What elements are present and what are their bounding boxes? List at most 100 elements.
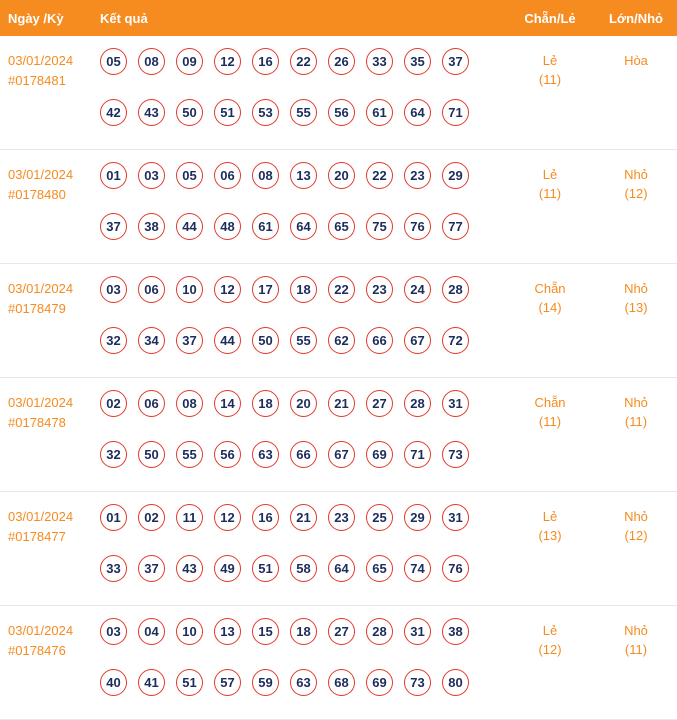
number-ball: 64 [290, 213, 317, 240]
number-ball: 15 [252, 618, 279, 645]
number-ball: 37 [138, 555, 165, 582]
draw-info: 03/01/2024 #0178478 [0, 390, 100, 468]
number-ball: 05 [176, 162, 203, 189]
number-ball: 50 [176, 99, 203, 126]
number-ball: 25 [366, 504, 393, 531]
draw-date: 03/01/2024 [8, 623, 74, 638]
ball-line-1: 05 08 09 12 16 22 26 33 35 37 [100, 48, 505, 75]
number-ball: 01 [100, 162, 127, 189]
number-ball: 53 [252, 99, 279, 126]
number-ball: 37 [442, 48, 469, 75]
number-ball: 12 [214, 504, 241, 531]
number-ball: 51 [252, 555, 279, 582]
size-stat: Hòa [595, 48, 677, 126]
number-ball: 41 [138, 669, 165, 696]
number-ball: 32 [100, 441, 127, 468]
draw-numbers: 01 02 11 12 16 21 23 25 29 31 33 37 43 49 51 58 64 65 74 7… [100, 504, 505, 582]
number-ball: 44 [214, 327, 241, 354]
number-ball: 73 [404, 669, 431, 696]
number-ball: 23 [366, 276, 393, 303]
number-ball: 43 [138, 99, 165, 126]
ball-line-2: 40 41 51 57 59 63 68 69 73 80 [100, 669, 505, 696]
parity-stat: Lẻ (12) [505, 618, 595, 696]
parity-count: (12) [538, 642, 562, 657]
number-ball: 37 [100, 213, 127, 240]
size-label: Nhỏ [624, 167, 648, 182]
draw-id: #0178480 [8, 187, 66, 202]
draw-info: 03/01/2024 #0178481 [0, 48, 100, 126]
number-ball: 27 [366, 390, 393, 417]
number-ball: 50 [252, 327, 279, 354]
number-ball: 22 [366, 162, 393, 189]
draw-id: #0178478 [8, 415, 66, 430]
number-ball: 58 [290, 555, 317, 582]
number-ball: 23 [404, 162, 431, 189]
result-row: 03/01/2024 #0178480 01 03 05 06 08 13 20 22 23 29… [0, 150, 677, 264]
size-label: Nhỏ [624, 281, 648, 296]
parity-count: (13) [538, 528, 562, 543]
ball-line-2: 37 38 44 48 61 64 65 75 76 77 [100, 213, 505, 240]
number-ball: 05 [100, 48, 127, 75]
ball-line-2: 33 37 43 49 51 58 64 65 74 76 [100, 555, 505, 582]
number-ball: 61 [252, 213, 279, 240]
number-ball: 67 [404, 327, 431, 354]
header-parity-column: Chẵn/Lẻ [524, 10, 576, 26]
draw-date: 03/01/2024 [8, 509, 74, 524]
result-row: 03/01/2024 #0178476 03 04 10 13 15 18 27 28 31 38… [0, 606, 677, 720]
number-ball: 51 [214, 99, 241, 126]
number-ball: 55 [290, 327, 317, 354]
result-row: 03/01/2024 #0178477 01 02 11 12 16 21 23 25 29 31… [0, 492, 677, 606]
number-ball: 13 [290, 162, 317, 189]
number-ball: 22 [290, 48, 317, 75]
size-stat: Nhỏ (11) [595, 390, 677, 468]
draw-info: 03/01/2024 #0178477 [0, 504, 100, 582]
size-count: (12) [624, 528, 648, 543]
number-ball: 74 [404, 555, 431, 582]
number-ball: 26 [328, 48, 355, 75]
size-label: Hòa [624, 53, 648, 68]
number-ball: 02 [100, 390, 127, 417]
draw-date: 03/01/2024 [8, 281, 74, 296]
parity-stat: Lẻ (13) [505, 504, 595, 582]
ball-line-1: 01 02 11 12 16 21 23 25 29 31 [100, 504, 505, 531]
number-ball: 57 [214, 669, 241, 696]
number-ball: 35 [404, 48, 431, 75]
parity-stat: Lẻ (11) [505, 162, 595, 240]
result-row: 03/01/2024 #0178479 03 06 10 12 17 18 22 23 24 28… [0, 264, 677, 378]
number-ball: 72 [442, 327, 469, 354]
parity-stat: Chẵn (14) [505, 276, 595, 354]
number-ball: 08 [138, 48, 165, 75]
number-ball: 76 [442, 555, 469, 582]
result-row: 03/01/2024 #0178481 05 08 09 12 16 22 26 33 35 37… [0, 36, 677, 150]
results-table-body: 03/01/2024 #0178481 05 08 09 12 16 22 26 33 35 37… [0, 36, 677, 720]
draw-id: #0178477 [8, 529, 66, 544]
header-result-column: Kết quả [100, 10, 148, 26]
number-ball: 34 [138, 327, 165, 354]
number-ball: 18 [290, 618, 317, 645]
number-ball: 37 [176, 327, 203, 354]
number-ball: 66 [290, 441, 317, 468]
number-ball: 33 [100, 555, 127, 582]
number-ball: 21 [328, 390, 355, 417]
number-ball: 66 [366, 327, 393, 354]
number-ball: 21 [290, 504, 317, 531]
number-ball: 64 [328, 555, 355, 582]
parity-stat: Lẻ (11) [505, 48, 595, 126]
ball-line-2: 32 50 55 56 63 66 67 69 71 73 [100, 441, 505, 468]
number-ball: 31 [404, 618, 431, 645]
number-ball: 65 [328, 213, 355, 240]
draw-id: #0178479 [8, 301, 66, 316]
number-ball: 20 [328, 162, 355, 189]
size-count: (11) [624, 414, 648, 429]
draw-numbers: 05 08 09 12 16 22 26 33 35 37 42 43 50 51 53 55 56 61 64 7… [100, 48, 505, 126]
draw-numbers: 02 06 08 14 18 20 21 27 28 31 32 50 55 56 63 66 67 69 71 7… [100, 390, 505, 468]
number-ball: 06 [138, 390, 165, 417]
draw-info: 03/01/2024 #0178480 [0, 162, 100, 240]
number-ball: 08 [176, 390, 203, 417]
header-date-column: Ngày /Kỳ [8, 10, 64, 26]
number-ball: 06 [214, 162, 241, 189]
number-ball: 73 [442, 441, 469, 468]
number-ball: 11 [176, 504, 203, 531]
draw-numbers: 01 03 05 06 08 13 20 22 23 29 37 38 44 48 61 64 65 75 76 7… [100, 162, 505, 240]
number-ball: 16 [252, 48, 279, 75]
